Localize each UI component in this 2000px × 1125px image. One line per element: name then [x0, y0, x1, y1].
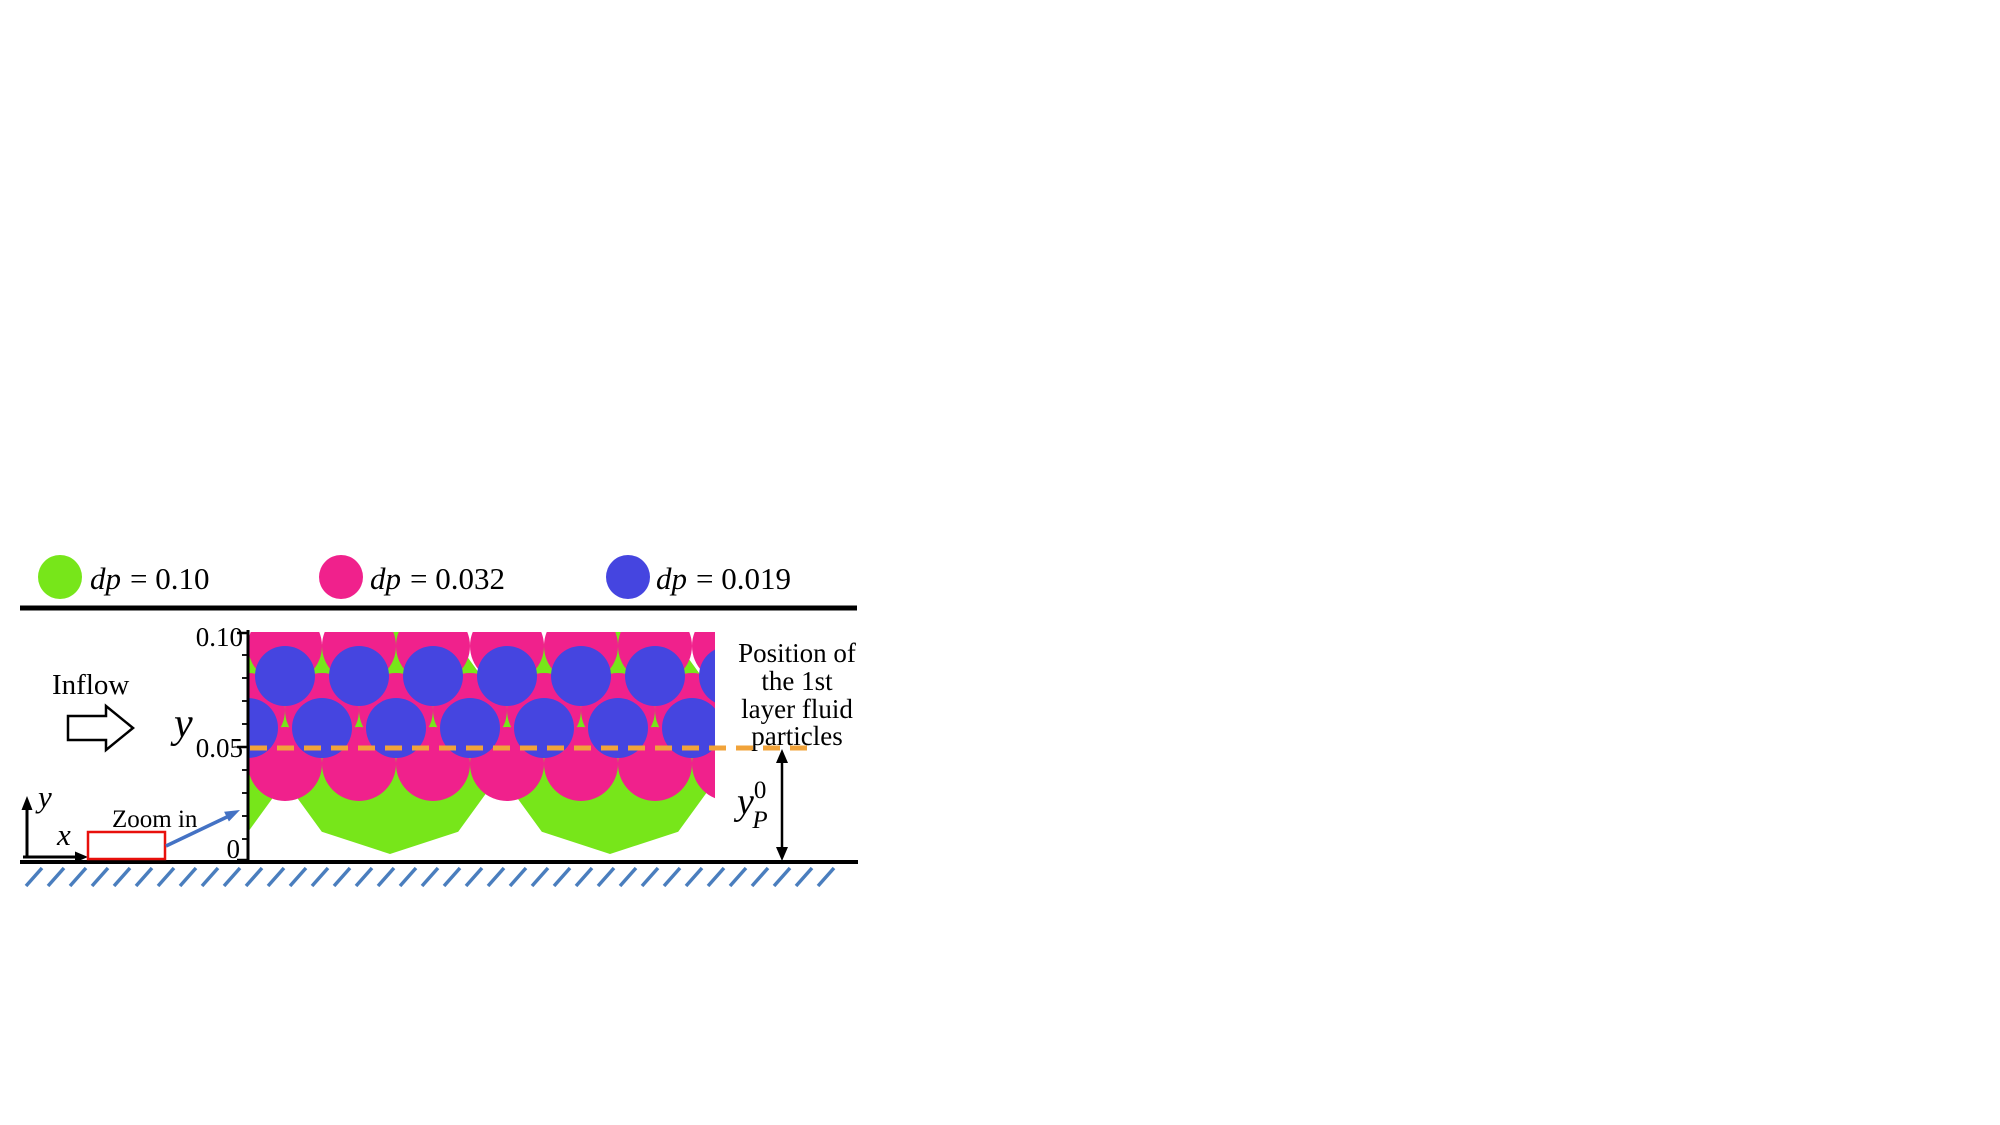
ground-hatch-mark	[376, 866, 396, 888]
position-note-line-1: Position of	[738, 638, 856, 668]
particle-small-blue	[255, 646, 315, 706]
tick-label-005: 0.05	[196, 733, 243, 763]
ground-hatch-mark	[618, 866, 638, 888]
ground-hatch-mark	[156, 866, 176, 888]
ground-hatch-mark	[244, 866, 264, 888]
yp-label: y0 P	[733, 777, 768, 834]
ground-hatch-mark	[684, 866, 704, 888]
position-note-line-4: particles	[751, 721, 842, 751]
particle-small-blue	[248, 698, 278, 758]
zoom-in-label: Zoom in	[112, 806, 198, 833]
ground-hatch-mark	[442, 866, 462, 888]
ground-hatch-mark	[486, 866, 506, 888]
ground-hatch-mark	[354, 866, 374, 888]
particle-small-blue	[403, 646, 463, 706]
legend: dp = 0.10 dp = 0.032 dp = 0.019	[38, 555, 791, 599]
ground-hatch-mark	[772, 866, 792, 888]
tick-label-0: 0	[227, 834, 241, 864]
particle-small-blue	[514, 698, 574, 758]
legend-val-large: = 0.10	[130, 561, 209, 596]
ground-hatch-mark	[794, 866, 814, 888]
ground-hatch-mark	[420, 866, 440, 888]
legend-val-medium: = 0.032	[410, 561, 505, 596]
ground-hatch-mark	[552, 866, 572, 888]
particle-small-blue	[366, 698, 426, 758]
ground-hatching	[24, 866, 836, 888]
ground-hatch-mark	[68, 866, 88, 888]
mini-axis-x-label: x	[56, 817, 71, 852]
particle-small-blue	[625, 646, 685, 706]
y-axis-title: y	[170, 701, 193, 747]
ground-hatch-mark	[178, 866, 198, 888]
legend-var-small: dp	[656, 561, 687, 596]
y-axis-minor-ticks	[242, 654, 248, 840]
ground-hatch-mark	[24, 866, 44, 888]
position-note-line-3: layer fluid	[741, 694, 853, 724]
legend-swatch-medium-icon	[319, 555, 363, 599]
ground-hatch-mark	[530, 866, 550, 888]
tick-label-010: 0.10	[196, 622, 243, 652]
particle-small-blue	[440, 698, 500, 758]
particle-small-blue	[588, 698, 648, 758]
yp-base: y	[733, 781, 754, 823]
particle-small-blue	[292, 698, 352, 758]
legend-label-medium: dp = 0.032	[370, 561, 505, 596]
y-axis-tick-labels: 0.10 0.05 0	[196, 622, 243, 864]
ground-hatch-mark	[662, 866, 682, 888]
ground-hatch-mark	[90, 866, 110, 888]
ground-hatch-mark	[266, 866, 286, 888]
ground-hatch-mark	[706, 866, 726, 888]
yp-subscript: P	[751, 807, 767, 834]
ground-hatch-mark	[750, 866, 770, 888]
particle-small-blue	[329, 646, 389, 706]
zoom-arrowhead-icon	[224, 810, 240, 822]
yp-superscript: 0	[754, 777, 767, 804]
ground-hatch-mark	[310, 866, 330, 888]
ground-hatch-mark	[222, 866, 242, 888]
ground-hatch-mark	[134, 866, 154, 888]
mini-axis-x-arrowhead-icon	[75, 851, 88, 863]
particle-small-blue	[551, 646, 611, 706]
inflow-arrow-icon	[66, 703, 135, 753]
yp-arrowhead-up-icon	[776, 749, 788, 763]
position-note-line-2: the 1st	[761, 666, 833, 696]
zoom-region-box	[86, 830, 167, 861]
mini-axis-y-label: y	[35, 779, 52, 814]
legend-var-large: dp	[90, 561, 121, 596]
ground-hatch-mark	[574, 866, 594, 888]
legend-label-large: dp = 0.10	[90, 561, 209, 596]
yp-arrowhead-down-icon	[776, 847, 788, 861]
ground-hatch-mark	[816, 866, 836, 888]
ground-hatch-mark	[200, 866, 220, 888]
zoom-arrow	[165, 810, 240, 848]
zoom-arrow-line	[165, 814, 230, 848]
ground-hatch-mark	[508, 866, 528, 888]
inflow-label: Inflow	[52, 669, 129, 701]
mini-axis-y-arrowhead-icon	[21, 796, 33, 810]
ground-hatch-mark	[640, 866, 660, 888]
ground-hatch-mark	[464, 866, 484, 888]
ground-hatch-mark	[46, 866, 66, 888]
legend-swatch-small-icon	[606, 555, 650, 599]
legend-var-medium: dp	[370, 561, 401, 596]
ground-hatch-mark	[398, 866, 418, 888]
legend-label-small: dp = 0.019	[656, 561, 791, 596]
legend-val-small: = 0.019	[696, 561, 791, 596]
ground-hatch-mark	[596, 866, 616, 888]
position-note: Position of the 1st layer fluid particle…	[738, 638, 856, 751]
ground-hatch-mark	[332, 866, 352, 888]
particle-small-blue	[477, 646, 537, 706]
particle-small-blue	[662, 698, 715, 758]
particle-small-blue	[699, 649, 715, 703]
legend-swatch-large-icon	[38, 555, 82, 599]
ground-hatch-mark	[288, 866, 308, 888]
ground-hatch-mark	[728, 866, 748, 888]
yp-extent-arrow	[776, 749, 788, 861]
mini-axis: y x	[21, 779, 88, 863]
ground-hatch-mark	[112, 866, 132, 888]
